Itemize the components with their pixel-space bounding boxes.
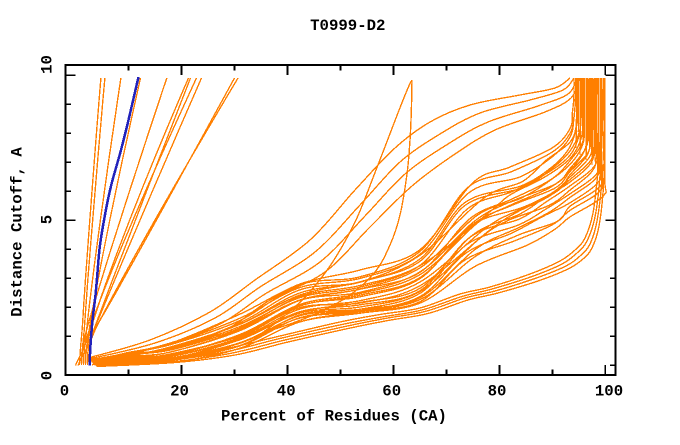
svg-text:40: 40 xyxy=(277,382,296,400)
svg-text:Distance Cutoff, A: Distance Cutoff, A xyxy=(9,147,27,317)
svg-text:60: 60 xyxy=(382,382,401,400)
svg-text:T0999-D2: T0999-D2 xyxy=(310,17,385,35)
svg-text:10: 10 xyxy=(39,55,57,74)
svg-text:100: 100 xyxy=(595,382,623,400)
svg-text:5: 5 xyxy=(39,215,57,224)
svg-text:80: 80 xyxy=(488,382,507,400)
svg-text:Percent of Residues (CA): Percent of Residues (CA) xyxy=(221,407,447,425)
svg-text:0: 0 xyxy=(60,382,69,400)
svg-text:0: 0 xyxy=(39,371,57,380)
svg-text:20: 20 xyxy=(170,382,189,400)
